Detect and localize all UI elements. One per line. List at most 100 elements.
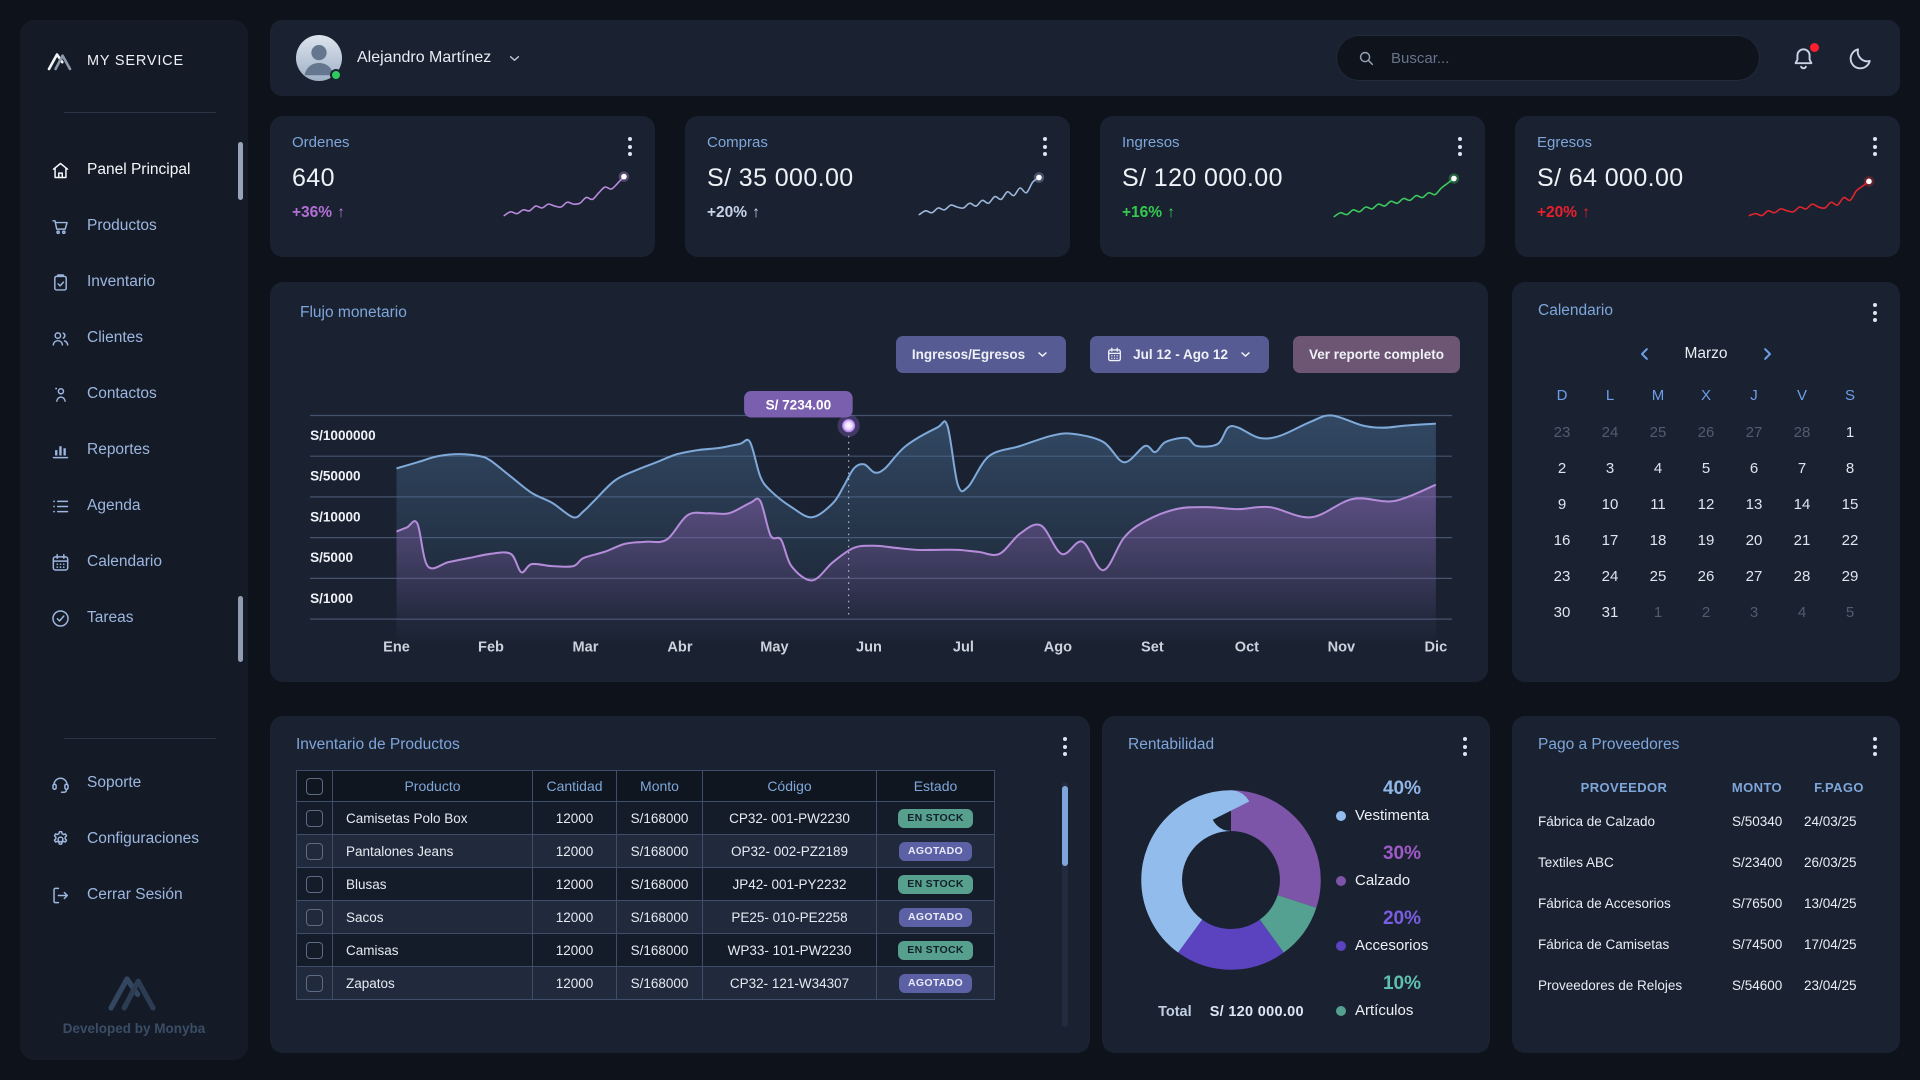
calendar-day[interactable]: 10 <box>1601 496 1619 513</box>
calendar-day[interactable]: 30 <box>1553 604 1571 621</box>
calendar-day[interactable]: 9 <box>1557 496 1567 513</box>
user-menu[interactable]: Alejandro Martínez <box>296 35 523 81</box>
table-row[interactable]: Zapatos 12000 S/168000 CP32- 121-W34307 AGOT… <box>296 966 995 1000</box>
kebab-menu[interactable] <box>625 134 635 159</box>
table-row[interactable]: Sacos 12000 S/168000 PE25- 010-PE2258 AGOTAD… <box>296 900 995 934</box>
row-checkbox[interactable] <box>306 875 323 893</box>
calendar-dow-label: D <box>1556 387 1568 404</box>
calendar-day[interactable]: 2 <box>1557 460 1567 477</box>
calendar-day[interactable]: 20 <box>1745 532 1763 549</box>
table-row[interactable]: Pantalones Jeans 12000 S/168000 OP32- 002-P… <box>296 834 995 868</box>
sidebar-scrollbar-thumb[interactable] <box>238 596 243 662</box>
sidebar-item-productos[interactable]: Productos <box>50 211 238 241</box>
calendar-day[interactable]: 3 <box>1605 460 1615 477</box>
calendar-day[interactable]: 1 <box>1653 604 1663 621</box>
calendar-day[interactable]: 27 <box>1745 424 1763 441</box>
search-input[interactable] <box>1389 48 1739 68</box>
kebab-menu[interactable] <box>1870 734 1880 759</box>
calendar-day[interactable]: 22 <box>1841 532 1859 549</box>
row-checkbox[interactable] <box>306 908 323 926</box>
row-checkbox[interactable] <box>306 974 323 992</box>
calendar-day[interactable]: 19 <box>1697 532 1715 549</box>
calendar-day[interactable]: 4 <box>1797 604 1807 621</box>
sidebar-item-tareas[interactable]: Tareas <box>50 603 238 633</box>
calendar-day[interactable]: 29 <box>1841 568 1859 585</box>
profitability-total: Total S/ 120 000.00 <box>1114 1004 1348 1020</box>
calendar-day[interactable]: 26 <box>1697 568 1715 585</box>
calendar-day[interactable]: 3 <box>1749 604 1759 621</box>
sidebar-item-cerrar-sesion[interactable]: Cerrar Sesión <box>50 880 238 910</box>
row-checkbox[interactable] <box>306 941 323 959</box>
cashflow-chart[interactable]: S/1000000 S/50000 S/10000 S/5000 S/1000 Ene Fe… <box>296 390 1462 670</box>
table-scrollbar-thumb[interactable] <box>1062 786 1068 866</box>
calendar-day[interactable]: 1 <box>1845 424 1855 441</box>
legend-label: Accesorios <box>1355 937 1429 954</box>
calendar-day[interactable]: 23 <box>1553 568 1571 585</box>
row-checkbox[interactable] <box>306 842 323 860</box>
calendar-day[interactable]: 5 <box>1701 460 1711 477</box>
kebab-menu[interactable] <box>1455 134 1465 159</box>
sidebar-item-panel-principal[interactable]: Panel Principal <box>50 155 238 185</box>
calendar-day[interactable]: 4 <box>1653 460 1663 477</box>
sidebar-item-inventario[interactable]: Inventario <box>50 267 238 297</box>
cell-codigo: PE25- 010-PE2258 <box>702 900 877 934</box>
table-row[interactable]: Camisetas Polo Box 12000 S/168000 CP32- 001… <box>296 801 995 835</box>
row-checkbox[interactable] <box>306 809 323 827</box>
calendar-day[interactable]: 5 <box>1845 604 1855 621</box>
prev-month-button[interactable] <box>1636 345 1654 363</box>
calendar-day[interactable]: 11 <box>1650 496 1666 513</box>
payment-row[interactable]: Fábrica de Accesorios S/76500 13/04/25 <box>1538 883 1874 924</box>
calendar-day[interactable]: 28 <box>1793 568 1811 585</box>
profitability-donut-chart[interactable] <box>1129 778 1333 982</box>
sidebar-item-calendario[interactable]: Calendario <box>50 547 238 577</box>
sidebar-item-soporte[interactable]: Soporte <box>50 768 238 798</box>
kebab-menu[interactable] <box>1460 734 1470 759</box>
select-all-checkbox[interactable] <box>306 777 323 795</box>
calendar-day[interactable]: 17 <box>1601 532 1619 549</box>
dark-mode-toggle[interactable] <box>1847 45 1874 72</box>
calendar-day[interactable]: 27 <box>1745 568 1763 585</box>
calendar-day[interactable]: 8 <box>1845 460 1855 477</box>
payment-row[interactable]: Fábrica de Camisetas S/74500 17/04/25 <box>1538 924 1874 965</box>
calendar-day[interactable]: 23 <box>1553 424 1571 441</box>
view-report-button[interactable]: Ver reporte completo <box>1292 336 1460 373</box>
calendar-day[interactable]: 14 <box>1793 496 1811 513</box>
sidebar-item-agenda[interactable]: Agenda <box>50 491 238 521</box>
notifications-button[interactable] <box>1790 42 1819 72</box>
calendar-day[interactable]: 2 <box>1701 604 1711 621</box>
calendar-day[interactable]: 7 <box>1797 460 1807 477</box>
calendar-day[interactable]: 21 <box>1793 532 1811 549</box>
kebab-menu[interactable] <box>1870 134 1880 159</box>
table-row[interactable]: Blusas 12000 S/168000 JP42- 001-PY2232 EN ST… <box>296 867 995 901</box>
date-range-button[interactable]: Jul 12 - Ago 12 <box>1090 336 1269 373</box>
calendar-day[interactable]: 24 <box>1601 568 1619 585</box>
calendar-day[interactable]: 12 <box>1697 496 1715 513</box>
calendar-day[interactable]: 28 <box>1793 424 1811 441</box>
next-month-button[interactable] <box>1758 345 1776 363</box>
cell-monto: S/50340 <box>1732 814 1783 829</box>
calendar-day[interactable]: 25 <box>1649 568 1667 585</box>
kebab-menu[interactable] <box>1870 300 1880 325</box>
calendar-day[interactable]: 15 <box>1841 496 1859 513</box>
sidebar-scrollbar-thumb[interactable] <box>238 142 243 200</box>
payment-row[interactable]: Proveedores de Relojes S/54600 23/04/25 <box>1538 965 1874 1006</box>
payment-row[interactable]: Fábrica de Calzado S/50340 24/03/25 <box>1538 801 1874 842</box>
kebab-menu[interactable] <box>1060 734 1070 759</box>
kebab-menu[interactable] <box>1040 134 1050 159</box>
calendar-day[interactable]: 31 <box>1601 604 1619 621</box>
sidebar-item-configuraciones[interactable]: Configuraciones <box>50 824 238 854</box>
sidebar-item-clientes[interactable]: Clientes <box>50 323 238 353</box>
calendar-day[interactable]: 6 <box>1749 460 1759 477</box>
payment-row[interactable]: Textiles ABC S/23400 26/03/25 <box>1538 842 1874 883</box>
calendar-day[interactable]: 13 <box>1745 496 1763 513</box>
calendar-day[interactable]: 18 <box>1649 532 1667 549</box>
sidebar-item-contactos[interactable]: Contactos <box>50 379 238 409</box>
series-filter-button[interactable]: Ingresos/Egresos <box>895 336 1067 373</box>
sidebar-item-reportes[interactable]: Reportes <box>50 435 238 465</box>
table-row[interactable]: Camisas 12000 S/168000 WP33- 101-PW2230 EN S… <box>296 933 995 967</box>
calendar-day[interactable]: 24 <box>1601 424 1619 441</box>
calendar-day[interactable]: 25 <box>1649 424 1667 441</box>
calendar-day[interactable]: 16 <box>1553 532 1571 549</box>
calendar-day[interactable]: 26 <box>1697 424 1715 441</box>
legend-label-row: Vestimenta <box>1336 807 1468 824</box>
